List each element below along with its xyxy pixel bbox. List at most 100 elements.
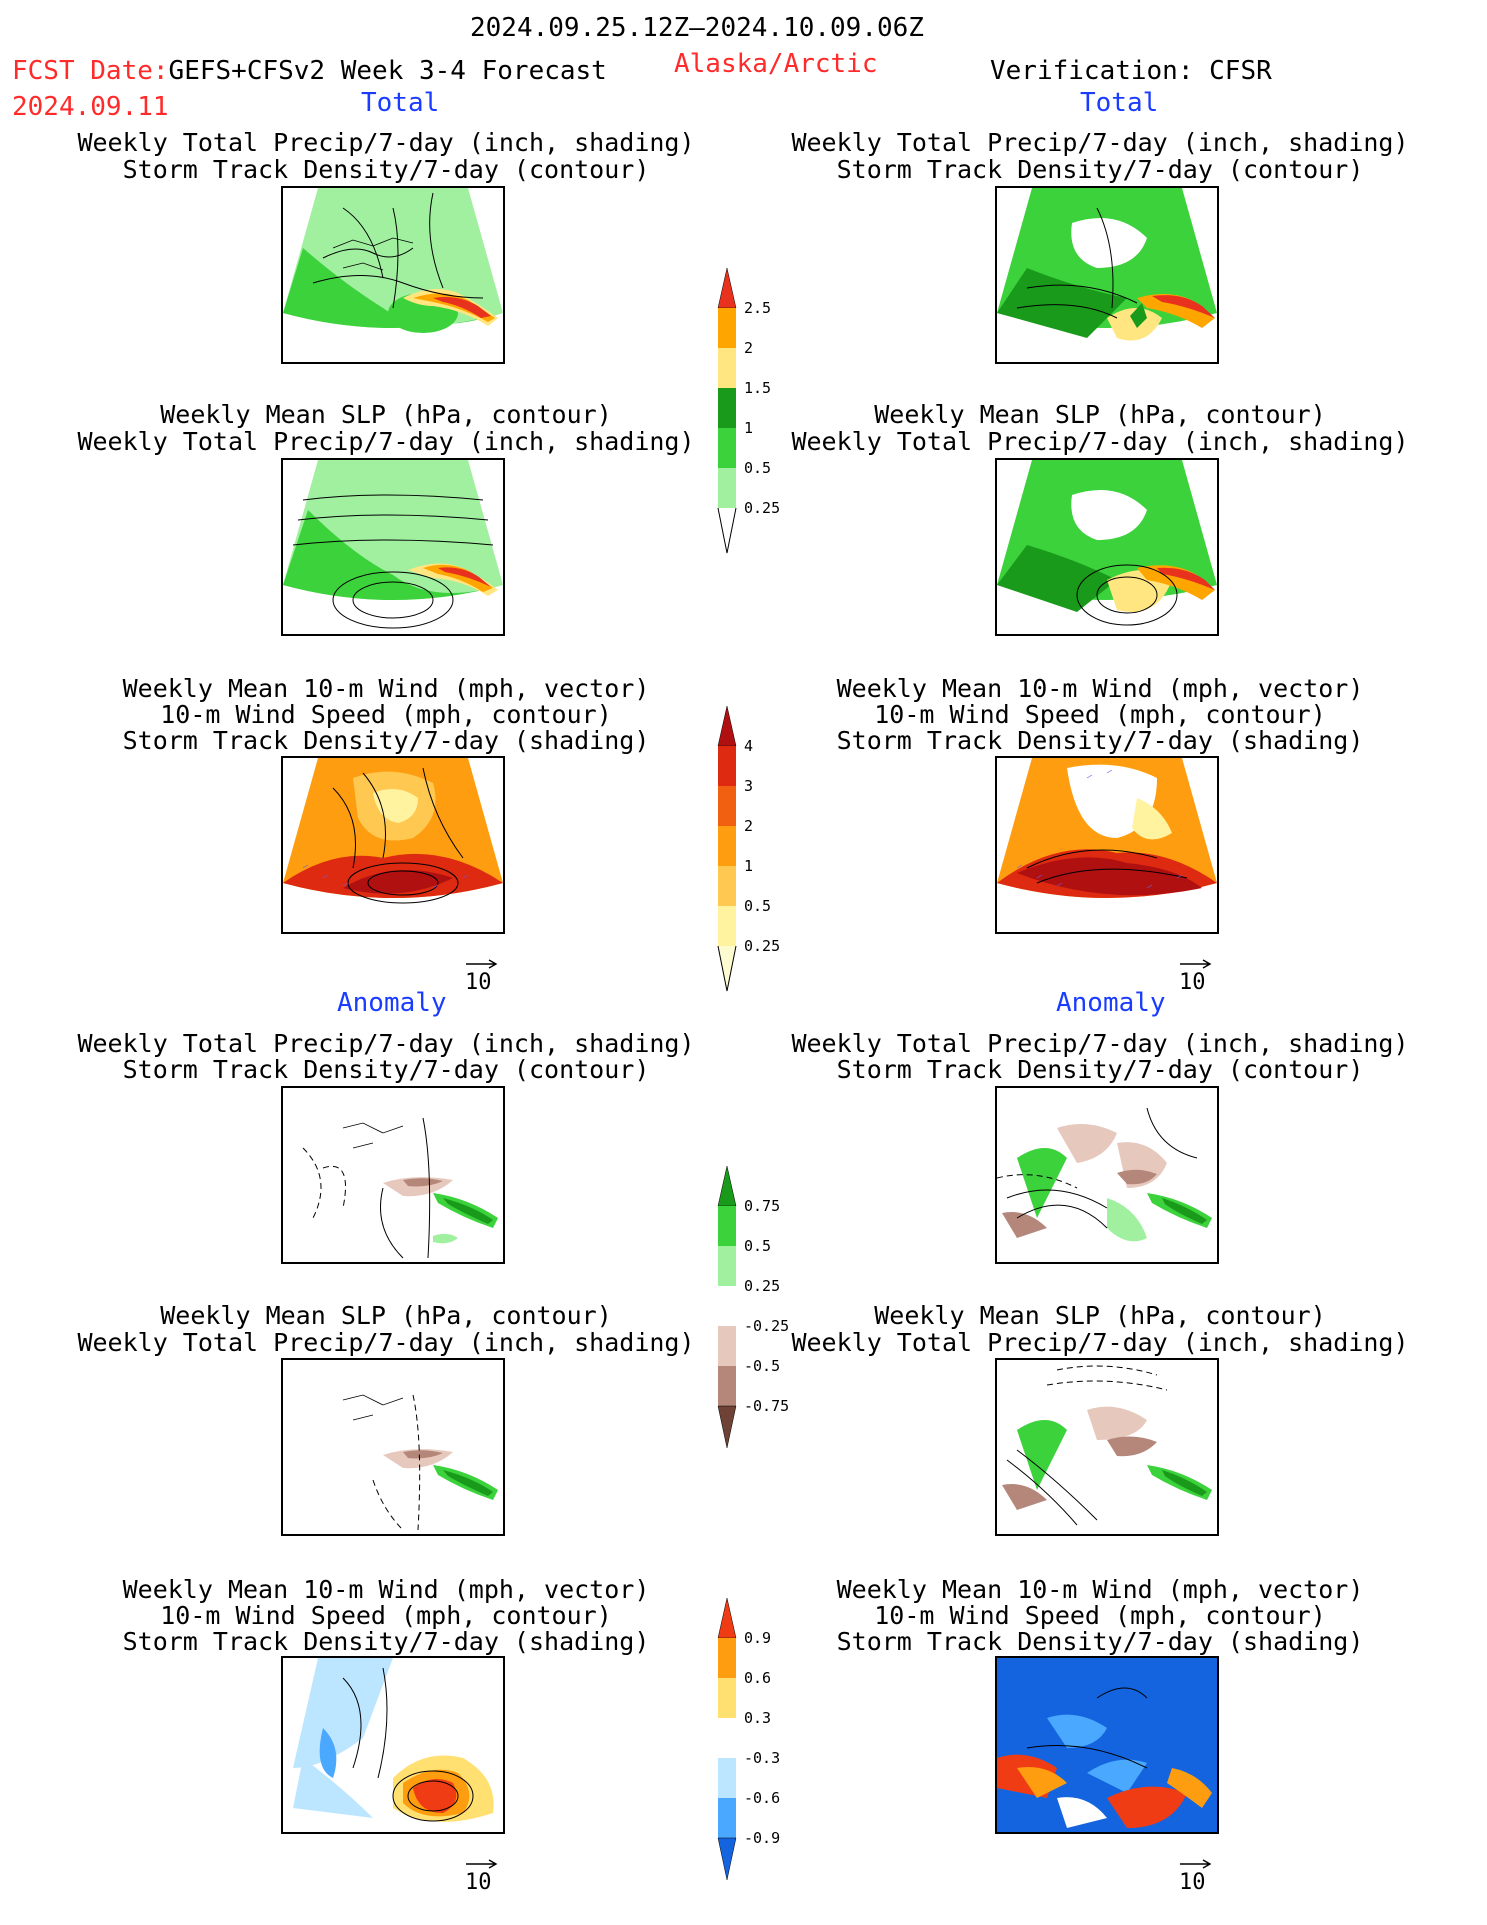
- map-graphic: [1002, 1365, 1212, 1526]
- cb-label: 2: [744, 817, 753, 835]
- cb-label: 0.25: [744, 1277, 780, 1295]
- map-graphic: [302, 1117, 498, 1259]
- title-r1-a: Weekly Total Precip/7-day (inch, shading…: [791, 128, 1409, 157]
- cb-label: -0.75: [744, 1397, 789, 1415]
- cb-label: 2.5: [744, 299, 771, 317]
- cb-label: 0.75: [744, 1197, 780, 1215]
- map-wind-anomaly-verification: [995, 1656, 1219, 1834]
- section-total-left: Total: [361, 88, 440, 118]
- title-l6-a: Weekly Mean 10-m Wind (mph, vector): [122, 1575, 650, 1604]
- title-r6-a: Weekly Mean 10-m Wind (mph, vector): [836, 1575, 1364, 1604]
- cb-label: 1: [744, 419, 753, 437]
- title-l6-b: 10-m Wind Speed (mph, contour): [160, 1601, 612, 1630]
- title-l5-a: Weekly Mean SLP (hPa, contour): [160, 1301, 612, 1330]
- title-l3-a: Weekly Mean 10-m Wind (mph, vector): [122, 674, 650, 703]
- title-l1-a: Weekly Total Precip/7-day (inch, shading…: [77, 128, 695, 157]
- vector-ref-l3: 10: [465, 958, 499, 995]
- vector-ref-label: 10: [465, 970, 492, 995]
- colorbar-precip-anomaly-graphic: 0.75 0.5 0.25 -0.25 -0.5 -0.75: [717, 1165, 789, 1449]
- fcst-prefix: FCST Date:: [12, 56, 169, 86]
- title-l6-c: Storm Track Density/7-day (shading): [122, 1627, 650, 1656]
- title-l4-a: Weekly Total Precip/7-day (inch, shading…: [77, 1029, 695, 1058]
- cb-label: 1: [744, 857, 753, 875]
- colorbar-precip-total: 2.5 2 1.5 1 0.5 0.25: [717, 267, 788, 562]
- map-slp-anomaly-forecast: [281, 1358, 505, 1536]
- cb-label: 0.25: [744, 499, 780, 517]
- vector-ref-r3: 10: [1179, 958, 1213, 995]
- section-anomaly-left: Anomaly: [337, 988, 447, 1018]
- map-graphic: [997, 1658, 1217, 1832]
- title-l2-b: Weekly Total Precip/7-day (inch, shading…: [77, 427, 695, 456]
- colorbar-storm-anomaly-graphic: 0.9 0.6 0.3 -0.3 -0.6 -0.9: [717, 1597, 780, 1881]
- title-l3-b: 10-m Wind Speed (mph, contour): [160, 700, 612, 729]
- map-total-precip-verification: [995, 186, 1219, 364]
- map-graphic: [997, 758, 1217, 898]
- map-graphic: [342, 1394, 498, 1531]
- cb-label: -0.9: [744, 1829, 780, 1847]
- vector-ref-label: 10: [465, 1870, 492, 1895]
- title-l5-b: Weekly Total Precip/7-day (inch, shading…: [77, 1328, 695, 1357]
- cb-label: 0.9: [744, 1629, 771, 1647]
- cb-label: -0.25: [744, 1317, 789, 1335]
- forecast-label: FCST Date:GEFS+CFSv2 Week 3-4 Forecast: [12, 58, 607, 84]
- map-slp-anomaly-verification: [995, 1358, 1219, 1536]
- map-wind-storm-verification: [995, 756, 1219, 934]
- colorbar-storm-total: 4 3 2 1 0.5 0.25: [717, 705, 788, 1000]
- title-r1-b: Storm Track Density/7-day (contour): [836, 155, 1364, 184]
- cb-label: 0.5: [744, 459, 771, 477]
- cb-label: -0.5: [744, 1357, 780, 1375]
- map-total-precip-forecast: [281, 186, 505, 364]
- map-graphic: [997, 1107, 1212, 1242]
- title-r6-b: 10-m Wind Speed (mph, contour): [874, 1601, 1326, 1630]
- map-graphic: [997, 188, 1217, 341]
- cb-label: 0.5: [744, 1237, 771, 1255]
- map-graphic: [283, 460, 503, 629]
- title-r3-c: Storm Track Density/7-day (shading): [836, 726, 1364, 755]
- vector-ref-l6: 10: [465, 1858, 499, 1895]
- title-l2-a: Weekly Mean SLP (hPa, contour): [160, 400, 612, 429]
- title-r2-a: Weekly Mean SLP (hPa, contour): [874, 400, 1326, 429]
- map-graphic: [283, 758, 503, 904]
- map-precip-anomaly-verification: [995, 1086, 1219, 1264]
- title-l3-c: Storm Track Density/7-day (shading): [122, 726, 650, 755]
- vector-ref-r6: 10: [1179, 1858, 1213, 1895]
- title-r4-a: Weekly Total Precip/7-day (inch, shading…: [791, 1029, 1409, 1058]
- cb-label: -0.6: [744, 1789, 780, 1807]
- title-r5-a: Weekly Mean SLP (hPa, contour): [874, 1301, 1326, 1330]
- cb-label: 4: [744, 737, 753, 755]
- cb-label: 3: [744, 777, 753, 795]
- arrow-right-icon: [1180, 1859, 1212, 1869]
- map-graphic: [283, 188, 503, 333]
- cb-label: 1.5: [744, 379, 771, 397]
- vector-ref-label: 10: [1179, 970, 1206, 995]
- map-wind-storm-forecast: [281, 756, 505, 934]
- map-wind-anomaly-forecast: [281, 1656, 505, 1834]
- model-name: GEFS+CFSv2 Week 3-4 Forecast: [168, 56, 607, 86]
- map-graphic: [293, 1658, 494, 1822]
- colorbar-precip-anomaly: 0.75 0.5 0.25 -0.25 -0.5 -0.75: [717, 1165, 798, 1460]
- fcst-date: 2024.09.11: [12, 92, 169, 122]
- cb-label: 0.6: [744, 1669, 771, 1687]
- map-slp-precip-forecast: [281, 458, 505, 636]
- verification-label: Verification: CFSR: [990, 56, 1272, 86]
- colorbar-storm-total-graphic: 4 3 2 1 0.5 0.25: [717, 705, 780, 992]
- map-graphic: [997, 460, 1217, 626]
- colorbar-storm-anomaly: 0.9 0.6 0.3 -0.3 -0.6 -0.9: [717, 1597, 798, 1892]
- region-label: Alaska/Arctic: [674, 49, 878, 79]
- arrow-right-icon: [466, 1859, 498, 1869]
- section-anomaly-right: Anomaly: [1056, 988, 1166, 1018]
- arrow-right-icon: [466, 959, 498, 969]
- period-title: 2024.09.25.12Z–2024.10.09.06Z: [470, 13, 924, 43]
- title-l1-b: Storm Track Density/7-day (contour): [122, 155, 650, 184]
- title-r4-b: Storm Track Density/7-day (contour): [836, 1055, 1364, 1084]
- arrow-right-icon: [1180, 959, 1212, 969]
- title-r5-b: Weekly Total Precip/7-day (inch, shading…: [791, 1328, 1409, 1357]
- cb-label: 0.3: [744, 1709, 771, 1727]
- map-slp-precip-verification: [995, 458, 1219, 636]
- vector-ref-label: 10: [1179, 1870, 1206, 1895]
- cb-label: 0.25: [744, 937, 780, 955]
- title-l4-b: Storm Track Density/7-day (contour): [122, 1055, 650, 1084]
- colorbar-precip-total-graphic: 2.5 2 1.5 1 0.5 0.25: [717, 267, 780, 554]
- map-precip-anomaly-forecast: [281, 1086, 505, 1264]
- cb-label: 2: [744, 339, 753, 357]
